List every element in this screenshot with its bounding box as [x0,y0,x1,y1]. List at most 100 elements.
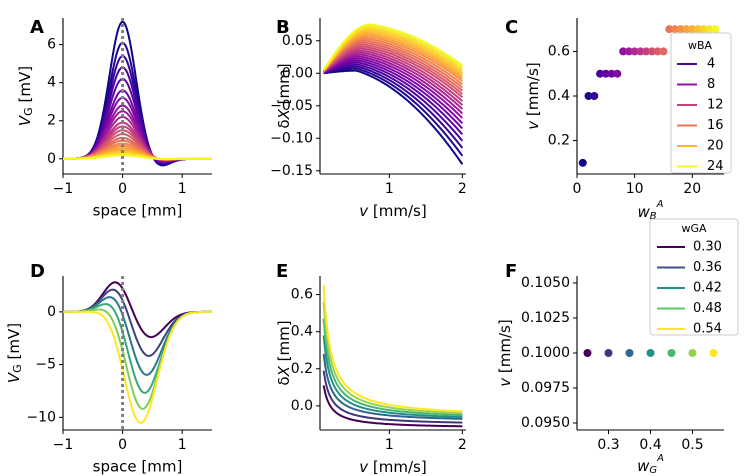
y-tick-label: 0.6 [548,43,570,59]
scatter-point [646,349,655,357]
y-tick-label: 4 [47,75,56,91]
x-axis-label: v [mm/s] [359,202,426,220]
legend-label: 12 [707,98,724,113]
scatter-point [625,349,634,357]
x-tick-label: 0 [118,181,127,197]
y-tick-label: −10 [26,409,56,425]
series-line [323,59,464,130]
y-tick-label: 0.2 [291,361,313,377]
scatter-point [630,47,639,56]
scatter-point [676,25,685,34]
series-line [323,51,464,110]
x-tick-label: 0 [573,181,582,197]
scatter-point [705,25,714,34]
panel-letter-D: D [30,261,45,282]
panel-letter-C: C [505,17,518,38]
series-line [322,285,463,413]
panel-F: 0.3 0.4 0.5 0.1050 0.1025 0.1000 0.0975 0.0950 F… [496,218,739,476]
x-tick-label: 2 [458,437,467,453]
scatter-point [711,25,720,34]
y-tick-label: 0.1000 [521,345,570,361]
x-axis-label: wBA [638,199,664,222]
y-tick-label: 6 [47,37,56,53]
x-tick-label: 1 [385,437,394,453]
legend: wBA 4 8 12 16 20 24 [670,32,732,174]
y-tick-label: 0.00 [282,65,313,81]
series-line [322,45,463,99]
legend-label: 8 [707,77,715,92]
panel-B: 1 2 0.05 0.00 −0.05 −0.10 −0.15 Bv [mm/s] δX [mm… [270,17,467,220]
scatter-point [624,47,633,56]
scatter-point [590,92,599,100]
x-tick-label: 1 [178,181,187,197]
legend-label: 0.54 [693,322,722,337]
scatter-point [583,349,592,357]
legend-frame [670,32,732,174]
scatter-point [699,25,708,34]
y-tick-label: 0.6 [291,287,313,303]
series-line [323,65,464,149]
x-tick-label: 2 [458,181,467,197]
series-line [322,43,463,95]
y-axis-label: VG [mV] [5,323,25,383]
legend-label: 0.48 [693,301,722,316]
scatter-point [682,25,691,34]
y-tick-label: −0.10 [270,130,313,146]
y-tick-label: 0.4 [548,88,570,104]
x-tick-label: 20 [683,181,701,197]
y-axis-label: VG [mV] [16,66,36,126]
scatter-point [709,349,718,357]
series-line [323,55,464,119]
scatter-point [607,69,616,78]
x-axis-label: space [mm] [93,458,183,476]
series-line [323,63,464,142]
y-tick-label: 0 [47,304,56,320]
series-line [322,41,463,92]
x-axis-label: wGA [637,453,664,476]
series-line [62,303,213,394]
y-axis-label: v [mm/s] [496,319,514,386]
y-tick-label: 0.1025 [521,310,570,326]
x-tick-label: 0.5 [681,437,703,453]
y-tick-label: −0.05 [270,98,313,114]
scatter-point [671,25,679,34]
series-line [62,296,212,376]
x-tick-label: 0.4 [639,437,661,453]
legend-title: wGA [681,222,707,235]
x-tick-label: 0.3 [597,437,619,453]
x-axis-label: v [mm/s] [359,458,426,476]
series-line [322,23,463,71]
y-axis-label: δX [mm] [275,320,293,385]
scatter-point [613,69,622,78]
scatter-point [578,158,587,167]
series-line [63,308,213,410]
y-tick-label: 0.0950 [521,415,570,431]
legend-label: 0.36 [693,260,722,275]
scatter-point [604,349,613,357]
x-tick-label: 0 [118,437,127,453]
series-line [322,301,463,415]
y-tick-label: 0.2 [548,133,570,149]
scatter-point [601,69,610,78]
scatter-point [653,47,662,56]
x-tick-label: −1 [53,181,74,197]
series-line [322,47,464,102]
series-line [62,154,212,161]
panel-letter-B: B [276,17,290,38]
series-line [322,385,463,428]
y-axis-label: δX [mm] [275,63,293,128]
scatter-point [688,25,697,34]
series-line [322,353,463,420]
series-line [322,370,463,424]
scatter-point [642,47,651,56]
scatter-point [694,25,703,34]
scatter-point [584,92,593,100]
legend-title: wBA [688,39,713,52]
scatter-point [667,349,676,357]
legend-frame [649,218,739,336]
scatter-point [665,25,674,34]
series-line [322,335,463,419]
